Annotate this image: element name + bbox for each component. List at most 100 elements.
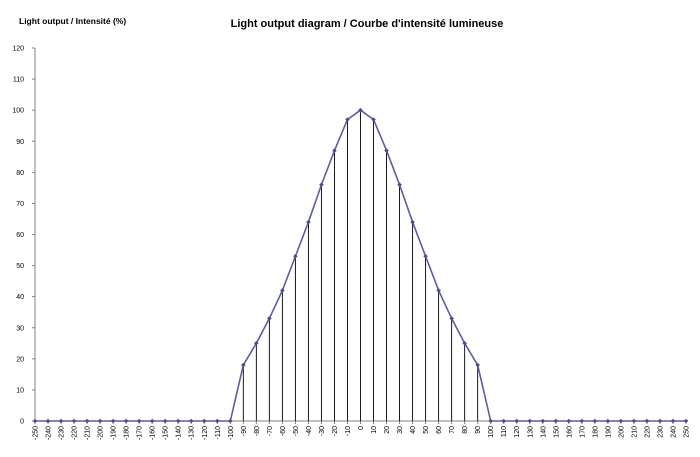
x-tick-label: 60 [436,426,443,434]
data-point [527,418,533,424]
x-tick-label: -20 [332,426,339,436]
y-tick-label: 110 [13,77,24,84]
x-tick-label: 190 [605,426,612,438]
data-point [319,182,324,188]
x-tick-label: 210 [631,426,638,438]
data-point [501,418,507,424]
x-tick-label: -90 [241,426,248,436]
x-tick-label: 140 [540,426,547,438]
x-tick-label: 70 [449,426,456,434]
data-point [136,418,142,424]
x-tick-label: 50 [423,426,430,434]
data-point [280,288,285,293]
x-tick-label: -150 [163,426,170,440]
x-tick-label: 90 [475,426,482,434]
data-point [644,418,650,424]
y-tick-label: 40 [16,294,24,301]
data-point [410,219,415,225]
y-tick-label: 50 [16,263,24,270]
x-tick-label: -110 [215,426,222,440]
x-tick-label: -140 [176,426,183,440]
data-point [462,340,467,346]
data-point [84,418,90,424]
data-point [58,418,64,424]
data-point [475,362,480,368]
data-point [566,418,572,424]
y-tick-label: 80 [16,170,24,177]
data-point [162,418,168,424]
data-point [293,253,298,259]
data-point [123,418,129,424]
data-point [97,418,103,424]
x-tick-label: 20 [384,426,391,434]
data-point [71,418,77,424]
markers [32,107,689,424]
x-tick-label: -30 [319,426,326,436]
x-tick-label: 180 [592,426,599,438]
data-point [657,418,663,424]
data-point [201,418,207,424]
x-tick-label: -60 [280,426,287,436]
x-tick-label: -80 [254,426,261,436]
x-tick-label: 40 [410,426,417,434]
x-tick-label: 80 [462,426,469,434]
data-point [228,418,233,424]
x-tick-label: -120 [202,426,209,440]
data-point [384,148,389,153]
data-point [488,418,493,424]
y-tick-label: 20 [16,356,24,363]
y-tick-label: 70 [16,201,24,208]
data-point [397,182,402,188]
x-tick-label: 120 [514,426,521,438]
data-point [345,117,350,122]
data-point [670,418,676,424]
data-point [188,418,194,424]
data-point [631,418,637,424]
x-tick-label: 130 [527,426,534,438]
x-tick-label: 150 [553,426,560,438]
data-point [358,107,363,113]
x-tick-label: 100 [488,426,495,438]
x-tick-label: -190 [111,426,118,440]
x-tick-label: -240 [46,426,53,440]
data-point [423,253,428,259]
data-point [371,117,376,122]
x-tick-label: -70 [267,426,274,436]
x-tick-label: 250 [684,426,691,438]
data-point [149,418,155,424]
y-tick-label: 120 [12,46,24,53]
x-tick-label: 230 [657,426,664,438]
x-tick-label: -180 [124,426,131,440]
drop-lines [242,110,479,421]
x-tick-label: -100 [228,426,235,440]
data-point [605,418,611,424]
data-point [592,418,598,424]
data-point [618,418,624,424]
data-point [553,418,559,424]
data-point [45,418,51,424]
y-tick-label: 90 [16,139,24,146]
x-tick-label: 170 [579,426,586,438]
x-tick-label: -200 [98,426,105,440]
y-tick-label: 10 [16,387,24,394]
data-point [540,418,546,424]
data-point [449,316,454,321]
data-point [683,418,689,424]
x-tick-label: 0 [358,426,365,430]
data-point [254,340,259,346]
y-tick-label: 60 [16,232,24,239]
data-point [267,316,272,321]
data-point [32,418,38,424]
x-tick-label: -10 [345,426,352,436]
data-point [579,418,585,424]
x-tick-label: 30 [397,426,404,434]
x-tick-label: -220 [72,426,79,440]
x-tick-label: 110 [501,426,508,437]
x-tick-label: -210 [85,426,92,440]
y-tick-label: 0 [20,419,24,426]
x-tick-label: 240 [670,426,677,438]
x-tick-label: 10 [371,426,378,434]
